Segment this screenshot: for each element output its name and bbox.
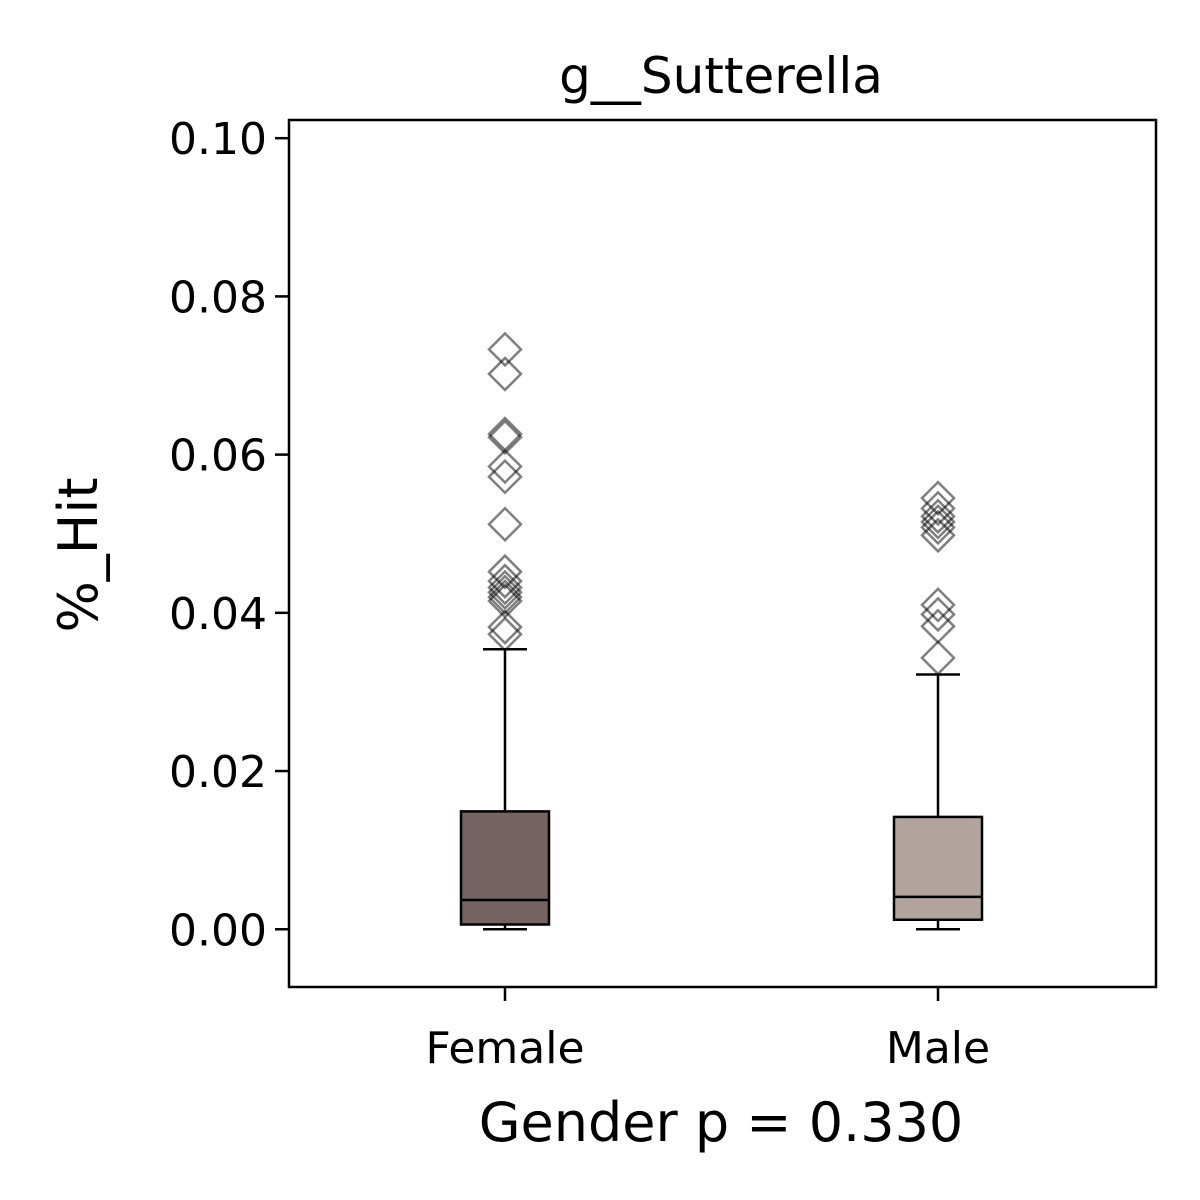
- box-group-female: [459, 331, 551, 931]
- outlier-male-0: [920, 480, 956, 516]
- outlier-female-3: [487, 419, 523, 455]
- box-male: [892, 815, 984, 922]
- x-tick-label-male: Male: [886, 1023, 990, 1074]
- outlier-male-9: [920, 640, 956, 676]
- outlier-male-4: [920, 509, 956, 546]
- outlier-male-8: [920, 608, 956, 645]
- y-tick-label-5: 0.10: [169, 114, 267, 165]
- outlier-female-9: [487, 569, 523, 606]
- plot-frame: [287, 118, 1158, 989]
- x-tick-label-female: Female: [425, 1023, 584, 1074]
- y-tick-label-2: 0.04: [169, 589, 267, 640]
- outlier-male-5: [920, 517, 956, 554]
- box-group-male: [892, 480, 984, 931]
- outlier-female-11: [487, 579, 523, 615]
- y-tick-label-3: 0.06: [169, 431, 267, 482]
- y-tick-label-1: 0.02: [169, 747, 267, 798]
- y-tick-label-0: 0.00: [169, 905, 267, 956]
- box-female: [459, 810, 551, 926]
- plot-layer: [459, 331, 984, 931]
- outlier-female-10: [487, 574, 523, 611]
- outlier-female-7: [487, 553, 523, 590]
- outlier-male-3: [920, 504, 956, 540]
- outlier-male-7: [920, 596, 956, 633]
- y-tick-label-4: 0.08: [169, 272, 267, 323]
- outlier-female-5: [487, 458, 523, 495]
- x-axis-label: Gender p = 0.330: [479, 1091, 964, 1154]
- outlier-male-2: [920, 498, 956, 535]
- outlier-female-8: [487, 563, 523, 599]
- chart-title: g__Sutterella: [559, 47, 883, 105]
- outlier-male-1: [920, 490, 956, 527]
- outlier-female-6: [487, 506, 523, 542]
- outlier-male-6: [920, 587, 956, 623]
- outlier-female-14: [487, 616, 523, 652]
- outlier-female-4: [487, 448, 523, 485]
- outlier-female-13: [487, 609, 523, 645]
- y-axis-label: %_Hit: [47, 477, 110, 632]
- outlier-female-1: [487, 356, 523, 392]
- outlier-female-0: [487, 331, 523, 368]
